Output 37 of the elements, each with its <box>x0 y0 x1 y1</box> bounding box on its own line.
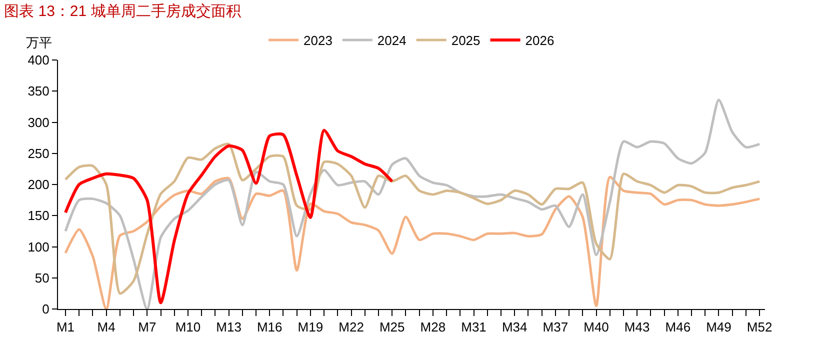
x-tick-label: M34 <box>502 320 528 335</box>
x-tick-label: M28 <box>420 320 446 335</box>
x-tick-label: M13 <box>216 320 242 335</box>
y-tick-label: 200 <box>28 177 50 192</box>
y-tick-label: 250 <box>28 146 50 161</box>
x-tick-label: M40 <box>584 320 609 335</box>
line-series <box>64 142 761 295</box>
legend-label: 2025 <box>451 33 480 48</box>
y-axis-title: 万平 <box>26 35 52 50</box>
x-tick-label: M10 <box>175 320 201 335</box>
x-tick-label: M4 <box>97 320 116 335</box>
y-tick-label: 100 <box>28 239 50 254</box>
x-tick-label: M16 <box>256 320 282 335</box>
x-tick-label: M1 <box>56 320 75 335</box>
x-tick-label: M43 <box>624 320 650 335</box>
x-tick-label: M52 <box>746 320 772 335</box>
y-tick-label: 50 <box>34 270 50 286</box>
y-tick-label: 0 <box>42 302 50 317</box>
x-tick-label: M25 <box>379 320 405 335</box>
legend-label: 2023 <box>304 33 332 48</box>
x-tick-label: M46 <box>665 320 691 335</box>
x-tick-label: M22 <box>338 320 364 335</box>
line-series <box>64 128 394 304</box>
x-tick-label: M19 <box>298 320 324 335</box>
y-tick-label: 150 <box>28 208 50 224</box>
line-series <box>64 176 761 309</box>
legend-label: 2026 <box>525 33 554 48</box>
x-tick-label: M31 <box>461 320 486 335</box>
line-series <box>64 98 761 309</box>
x-tick-label: M49 <box>706 320 732 335</box>
y-tick-label: 400 <box>28 52 50 68</box>
legend-label: 2024 <box>377 33 406 48</box>
x-tick-label: M7 <box>138 320 156 335</box>
chart-title: 图表 13：21 城单周二手房成交面积 <box>4 2 241 20</box>
y-tick-label: 350 <box>28 84 50 99</box>
x-tick-label: M37 <box>542 320 568 335</box>
y-tick-label: 300 <box>28 114 50 130</box>
